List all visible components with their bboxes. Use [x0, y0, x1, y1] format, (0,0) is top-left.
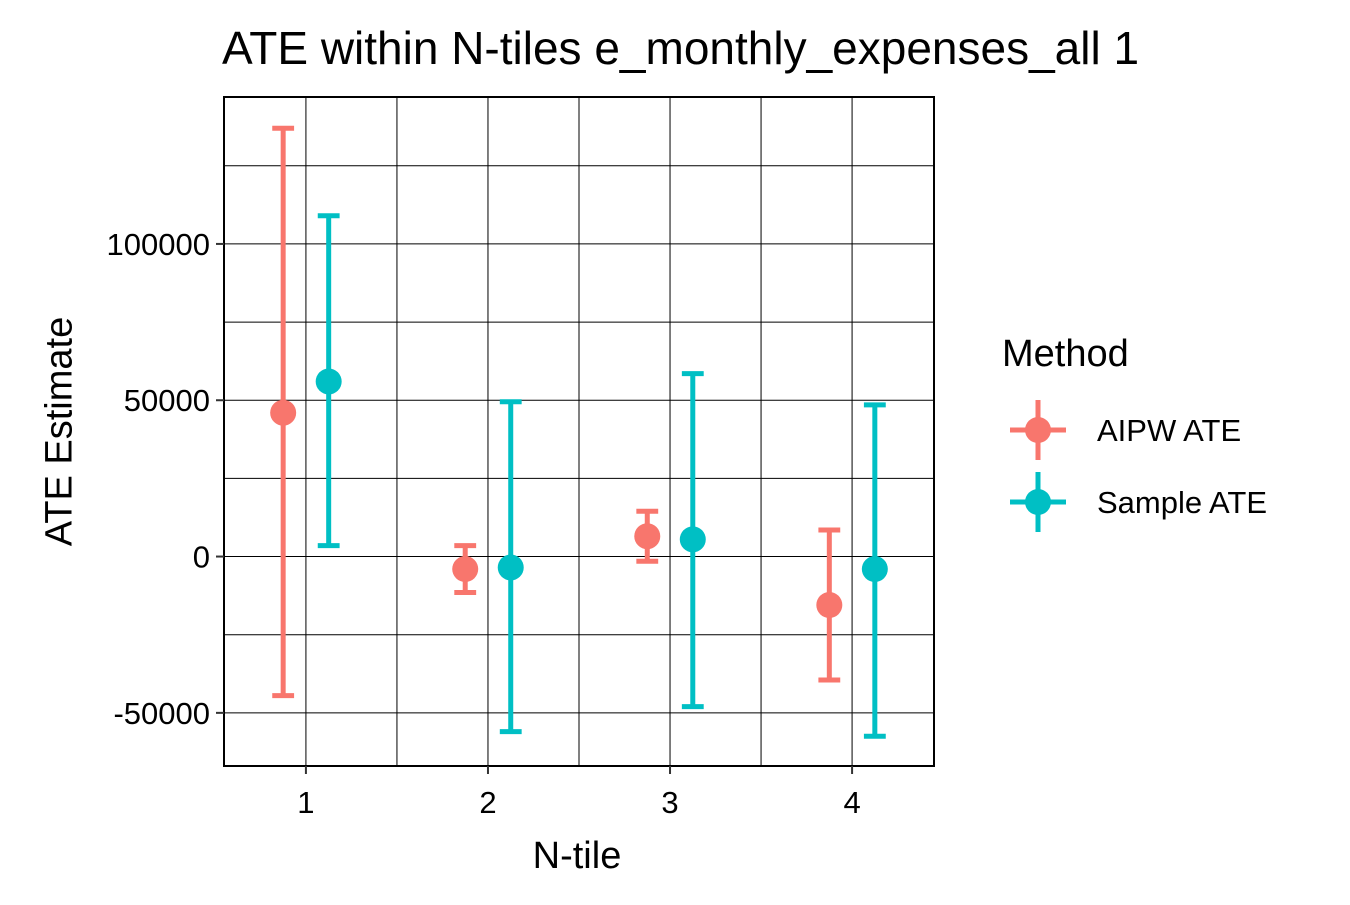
y-tick-label: 0 — [193, 540, 210, 575]
legend-key-point — [1025, 489, 1051, 515]
estimate-point — [497, 554, 524, 581]
x-tick-label: 1 — [297, 785, 314, 820]
point-layer — [270, 368, 888, 619]
x-tick-label: 2 — [479, 785, 496, 820]
estimate-point — [452, 556, 479, 583]
estimate-point — [679, 526, 706, 553]
legend-item-label: Sample ATE — [1097, 485, 1267, 520]
estimate-point — [861, 556, 888, 583]
estimate-point — [315, 368, 342, 395]
axis-layer: -50000 0 50000 100000 1 2 3 4 — [107, 227, 861, 820]
legend-key-point — [1025, 417, 1051, 443]
y-tick-label: 100000 — [107, 227, 210, 262]
y-axis-label: ATE Estimate — [38, 317, 80, 546]
estimate-point — [270, 399, 297, 426]
grid-layer — [224, 97, 934, 766]
plot-border — [223, 96, 935, 767]
legend-item-label: AIPW ATE — [1097, 413, 1241, 448]
estimate-point — [634, 523, 661, 550]
legend: Method AIPW ATE Sample ATE — [1002, 333, 1267, 532]
y-tick-label: 50000 — [124, 383, 210, 418]
estimate-point — [816, 592, 843, 619]
x-axis-label: N-tile — [533, 835, 622, 877]
x-tick-label: 3 — [661, 785, 678, 820]
legend-title: Method — [1002, 333, 1129, 375]
chart-title: ATE within N-tiles e_monthly_expenses_al… — [222, 22, 1139, 74]
x-tick-label: 4 — [843, 785, 860, 820]
y-tick-label: -50000 — [113, 696, 210, 731]
